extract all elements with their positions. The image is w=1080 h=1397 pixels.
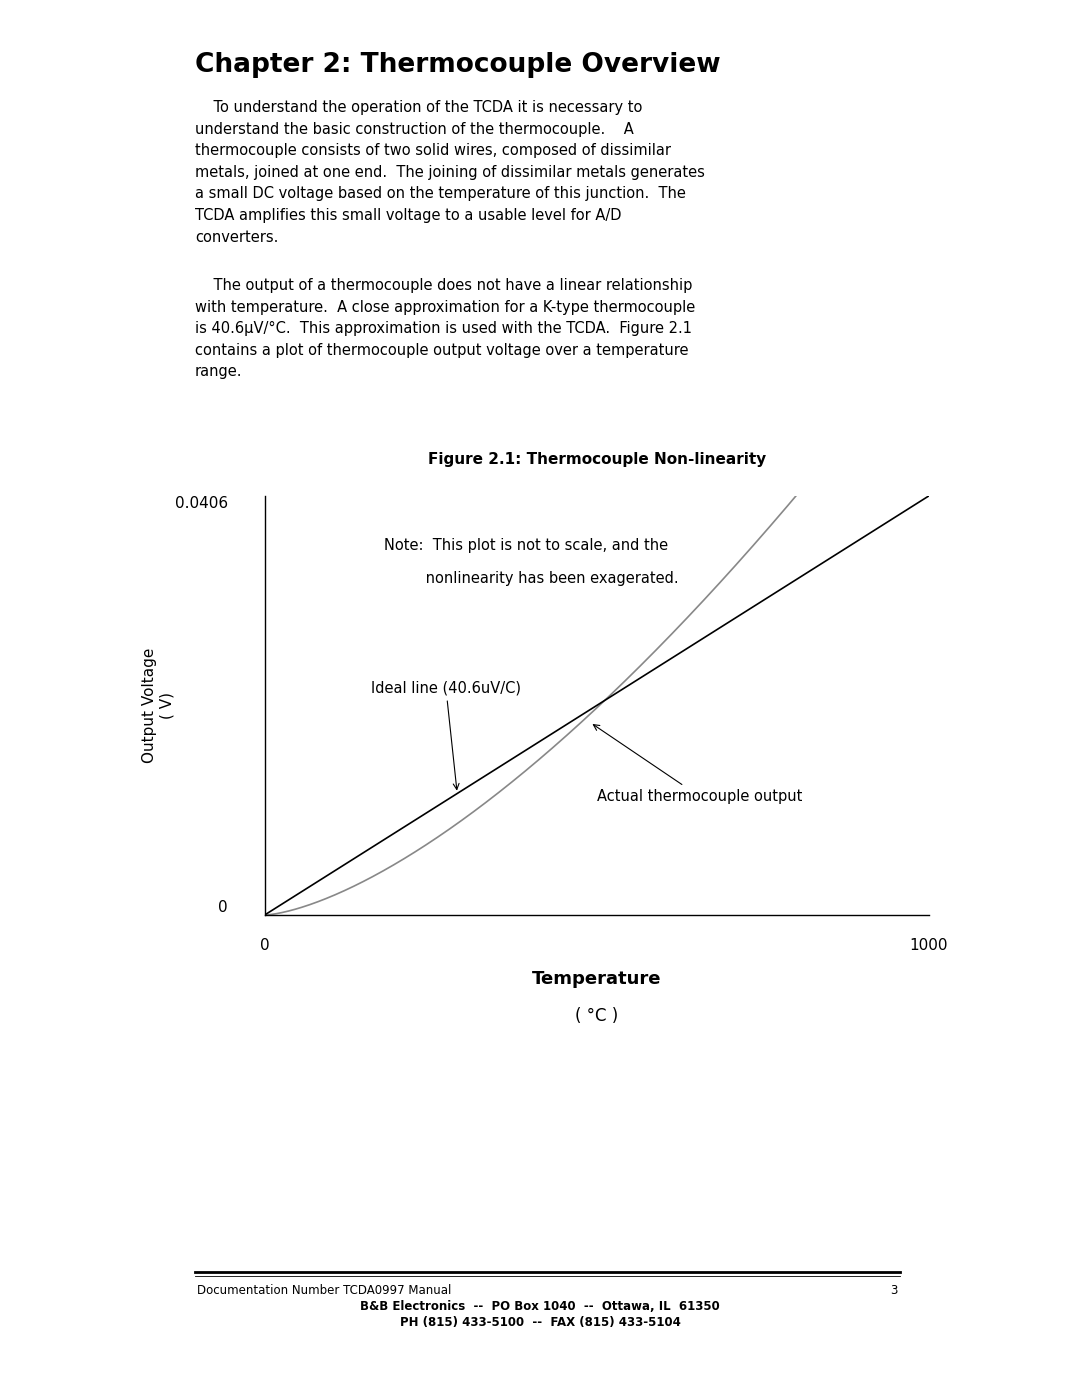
Text: Ideal line (40.6uV/C): Ideal line (40.6uV/C) xyxy=(370,680,521,789)
Text: 0: 0 xyxy=(260,939,269,953)
Text: To understand the operation of the TCDA it is necessary to
understand the basic : To understand the operation of the TCDA … xyxy=(195,101,705,244)
Text: Temperature: Temperature xyxy=(532,970,661,988)
Text: The output of a thermocouple does not have a linear relationship
with temperatur: The output of a thermocouple does not ha… xyxy=(195,278,696,380)
Text: Note:  This plot is not to scale, and the: Note: This plot is not to scale, and the xyxy=(384,538,669,553)
Text: 3: 3 xyxy=(891,1284,897,1296)
Text: 1000: 1000 xyxy=(909,939,948,953)
Text: PH (815) 433-5100  --  FAX (815) 433-5104: PH (815) 433-5100 -- FAX (815) 433-5104 xyxy=(400,1316,680,1329)
Text: B&B Electronics  --  PO Box 1040  --  Ottawa, IL  61350: B&B Electronics -- PO Box 1040 -- Ottawa… xyxy=(360,1301,720,1313)
Text: 0: 0 xyxy=(218,900,228,915)
Text: 0.0406: 0.0406 xyxy=(175,496,228,511)
Text: Output Voltage
( V): Output Voltage ( V) xyxy=(143,648,175,763)
Text: nonlinearity has been exagerated.: nonlinearity has been exagerated. xyxy=(384,571,679,587)
Text: Figure 2.1: Thermocouple Non-linearity: Figure 2.1: Thermocouple Non-linearity xyxy=(428,451,766,467)
Text: ( °C ): ( °C ) xyxy=(575,1007,619,1025)
Text: Documentation Number TCDA0997 Manual: Documentation Number TCDA0997 Manual xyxy=(197,1284,451,1296)
Text: Actual thermocouple output: Actual thermocouple output xyxy=(593,725,802,803)
Text: Chapter 2: Thermocouple Overview: Chapter 2: Thermocouple Overview xyxy=(195,52,720,78)
